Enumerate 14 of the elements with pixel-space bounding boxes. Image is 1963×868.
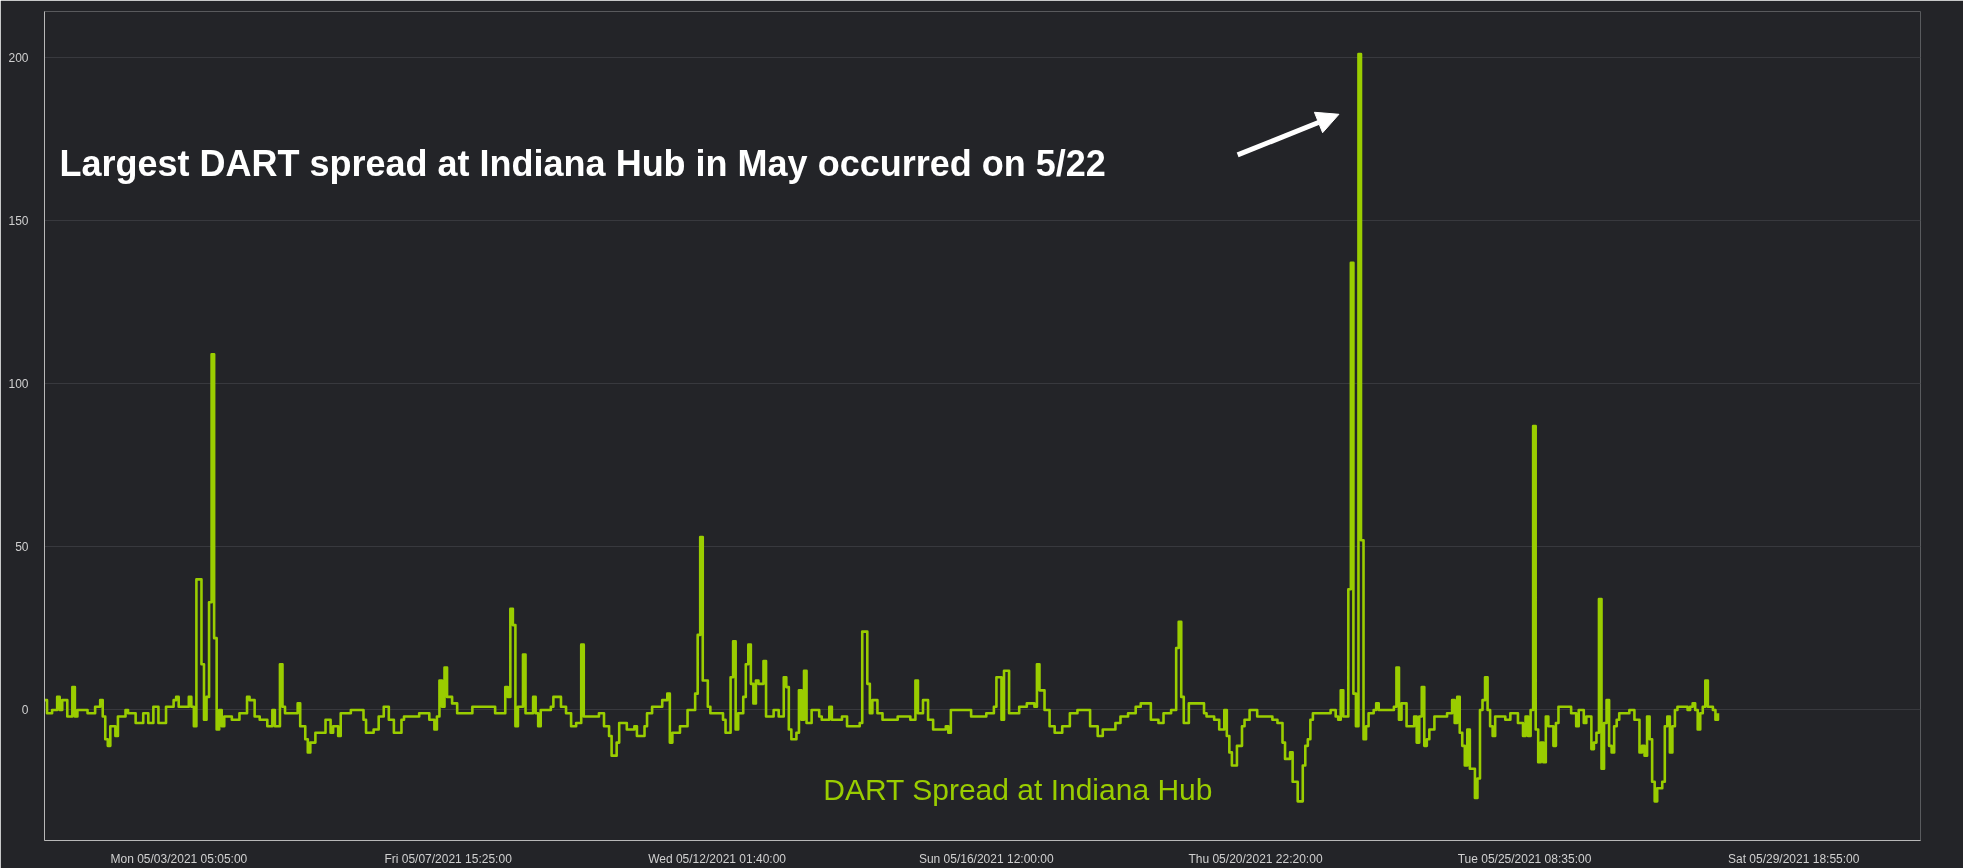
x-tick-label: Sat 05/29/2021 18:55:00: [1727, 851, 1860, 866]
x-tick-label: Thu 05/20/2021 22:20:00: [1188, 851, 1323, 866]
x-tick-label: Tue 05/25/2021 08:35:00: [1457, 851, 1592, 866]
y-tick-label: 100: [8, 377, 29, 392]
annotation: Largest DART spread at Indiana Hub in May occurred on 5/22: [59, 142, 1106, 184]
y-tick-label: 50: [15, 540, 29, 555]
y-tick-label: 200: [8, 50, 29, 65]
series-label: DART Spread at Indiana Hub: [823, 772, 1213, 806]
x-tick-label: Mon 05/03/2021 05:05:00: [110, 851, 248, 866]
y-tick-label: 150: [8, 213, 29, 228]
x-tick-label: Wed 05/12/2021 01:40:00: [648, 851, 787, 866]
x-tick-label: Sun 05/16/2021 12:00:00: [918, 851, 1055, 866]
y-tick-label: 0: [21, 703, 29, 718]
x-tick-label: Fri 05/07/2021 15:25:00: [384, 851, 513, 866]
